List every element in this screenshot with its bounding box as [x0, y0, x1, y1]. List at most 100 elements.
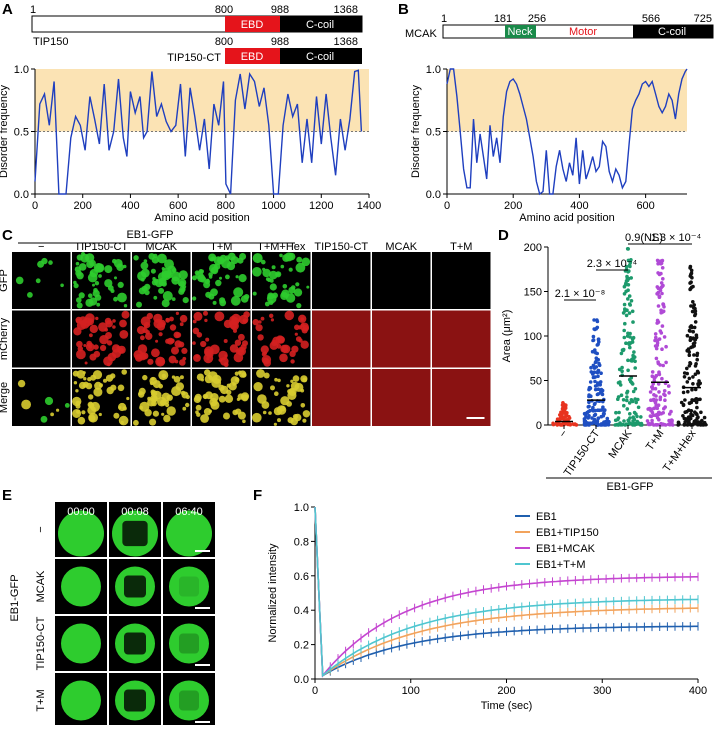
panel-d-data-point [596, 369, 600, 373]
panel-c-droplet [98, 274, 102, 278]
panel-c-droplet [161, 299, 170, 308]
panel-c-droplet [171, 346, 179, 355]
panel-c-droplet [277, 336, 286, 344]
panel-d-data-point [692, 303, 696, 307]
panel-c-droplet [263, 372, 270, 379]
panel-e-timestamp: 00:08 [121, 506, 149, 518]
panel-c-droplet [158, 277, 167, 286]
tip150-x-tick-label: 800 [217, 200, 235, 212]
panel-c-image-cell [432, 252, 491, 309]
panel-c-image-cell [372, 369, 431, 426]
panel-d-data-point [597, 361, 601, 366]
panel-c-droplet [237, 257, 244, 264]
panel-c-droplet [239, 347, 245, 353]
panel-c-droplet [87, 272, 98, 283]
panel-d-data-point [630, 340, 635, 344]
panel-d-data-point [695, 351, 700, 356]
panel-c-droplet [208, 409, 212, 413]
panel-e-droplet [169, 566, 209, 607]
panel-c-droplet [218, 395, 226, 403]
mcak-neck-start-number: 181 [494, 13, 512, 25]
panel-d-data-point [591, 338, 596, 342]
panel-d-data-point [694, 400, 699, 405]
mcak-start-number: 1 [441, 13, 447, 25]
panel-c-droplet [138, 391, 145, 398]
panel-c-droplet [122, 406, 127, 411]
panel-c-droplet [302, 418, 307, 423]
panel-d-data-point [695, 405, 699, 410]
panel-d-data-point [592, 370, 597, 375]
panel-c-droplet [171, 375, 176, 379]
panel-c-droplet [136, 301, 142, 308]
panel-c-column-label: MCAK [385, 241, 417, 253]
panel-c-droplet [83, 344, 87, 347]
panel-c-droplet [225, 274, 230, 280]
panel-d-data-point [632, 410, 637, 415]
panel-d-data-point [595, 351, 599, 356]
panel-d-data-point [660, 324, 665, 328]
panel-c-droplet [147, 358, 154, 365]
panel-d-data-point [620, 369, 624, 374]
panel-c-image-grid: C EB1-GFP − TIP150-CT MCAK T+M T+M+Hex TIP150… [0, 227, 491, 426]
panel-d-data-point [661, 283, 665, 288]
panel-a: A 1 800 988 1368 EBD C-coil TIP150 800 9… [0, 1, 381, 224]
panel-c-row-label: Merge [0, 382, 10, 413]
panel-d-data-point [682, 416, 687, 421]
tip150-y-axis-label: Disorder frequency [0, 85, 10, 178]
panel-d-data-point [634, 400, 638, 405]
panel-c-droplet [204, 318, 208, 323]
panel-c-droplet [204, 374, 214, 384]
panel-c-droplet [294, 324, 300, 331]
panel-c-droplet [261, 401, 270, 409]
panel-c-droplet [136, 326, 146, 335]
panel-d-data-point [590, 416, 594, 420]
panel-d-data-point [594, 365, 599, 369]
panel-d-data-point [687, 353, 692, 358]
panel-c-droplet [234, 339, 242, 346]
panel-c-droplet [274, 391, 279, 397]
panel-c-droplet [290, 359, 295, 364]
panel-d-data-point [639, 421, 644, 426]
panel-d-data-point [627, 302, 632, 306]
panel-d-data-point [663, 398, 667, 403]
panel-c-droplet [181, 391, 189, 399]
panel-c-droplet [85, 382, 93, 390]
panel-c-droplet [242, 340, 248, 347]
panel-d-data-point [626, 368, 630, 373]
panel-d-data-point [686, 389, 690, 394]
panel-c-droplet [274, 377, 278, 382]
panel-c-droplet [94, 381, 103, 390]
panel-d-data-point [571, 422, 575, 426]
panel-d-data-point [659, 261, 663, 266]
panel-c-droplet [152, 390, 162, 400]
panel-c-droplet [171, 271, 181, 282]
tip150ct-ebd-label: EBD [241, 51, 264, 63]
panel-d-data-point [662, 392, 666, 397]
panel-d-data-point [593, 379, 597, 384]
panel-c-droplet [192, 327, 200, 335]
panel-c-droplet [105, 320, 113, 328]
panel-c-droplet [118, 406, 122, 410]
panel-c-droplet [193, 311, 203, 321]
panel-d-data-point [693, 410, 697, 415]
panel-d-data-point [656, 360, 660, 364]
mcak-y-axis-label: Disorder frequency [410, 85, 422, 178]
panel-c-droplet [206, 278, 210, 282]
panel-c-droplet [203, 281, 211, 289]
panel-c-droplet [215, 279, 222, 287]
panel-d-data-point [593, 375, 597, 379]
panel-d-data-point [560, 423, 564, 427]
panel-c-droplet [89, 353, 97, 361]
panel-e-droplet [166, 510, 212, 557]
panel-d-data-point [596, 342, 600, 347]
panel-c-droplet [44, 396, 54, 406]
panel-c-droplet [114, 276, 117, 280]
panel-d-data-point [627, 401, 632, 405]
panel-d-data-point [631, 389, 636, 394]
tip150-x-tick-label: 400 [121, 200, 139, 212]
panel-d-data-point [626, 283, 631, 287]
panel-c-image-cell [312, 252, 371, 309]
panel-d-data-point [562, 415, 567, 420]
mcak-motor-end-number: 566 [642, 13, 660, 25]
panel-d-data-point [591, 334, 596, 339]
